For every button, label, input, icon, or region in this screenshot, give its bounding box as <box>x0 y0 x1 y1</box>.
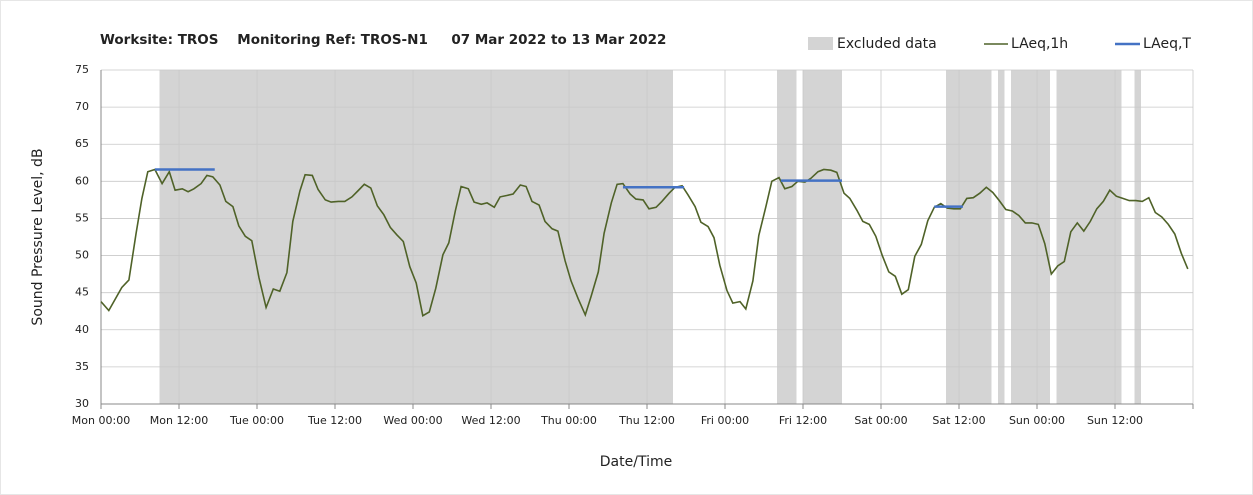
x-tick-label: Wed 12:00 <box>461 414 520 427</box>
excluded-region <box>777 70 797 404</box>
excluded-region <box>1011 70 1050 404</box>
y-axis-label: Sound Pressure Level, dB <box>30 148 46 325</box>
y-tick-label: 75 <box>75 63 89 76</box>
y-tick-label: 40 <box>75 323 89 336</box>
x-tick-label: Mon 00:00 <box>72 414 130 427</box>
x-tick-label: Fri 00:00 <box>701 414 749 427</box>
x-axis-label: Date/Time <box>600 454 672 470</box>
legend-label: Excluded data <box>837 36 937 52</box>
excluded-region <box>1056 70 1122 404</box>
x-tick-label: Tue 12:00 <box>307 414 362 427</box>
x-tick-label: Sat 12:00 <box>932 414 985 427</box>
x-tick-label: Fri 12:00 <box>779 414 827 427</box>
y-tick-label: 55 <box>75 211 89 224</box>
y-tick-label: 65 <box>75 137 89 150</box>
x-tick-label: Sun 00:00 <box>1009 414 1065 427</box>
x-tick-label: Tue 00:00 <box>229 414 284 427</box>
legend-swatch <box>808 37 833 50</box>
x-tick-label: Thu 12:00 <box>618 414 675 427</box>
excluded-region <box>1134 70 1141 404</box>
x-tick-label: Mon 12:00 <box>150 414 208 427</box>
y-tick-label: 45 <box>75 286 89 299</box>
x-tick-label: Wed 00:00 <box>383 414 442 427</box>
x-tick-label: Thu 00:00 <box>540 414 597 427</box>
y-tick-label: 60 <box>75 174 89 187</box>
excluded-region <box>946 70 992 404</box>
legend-label: LAeq,T <box>1143 36 1191 52</box>
line-series <box>100 168 1189 318</box>
chart-title: Worksite: TROS Monitoring Ref: TROS-N1 0… <box>100 32 666 48</box>
excluded-region <box>159 70 673 404</box>
legend-label: LAeq,1h <box>1011 36 1068 52</box>
excluded-region <box>998 70 1005 404</box>
y-tick-label: 50 <box>75 249 89 262</box>
x-tick-label: Sun 12:00 <box>1087 414 1143 427</box>
excluded-region <box>803 70 842 404</box>
y-tick-label: 70 <box>75 100 89 113</box>
y-tick-label: 35 <box>75 360 89 373</box>
x-tick-label: Sat 00:00 <box>854 414 907 427</box>
y-tick-label: 30 <box>75 397 89 410</box>
